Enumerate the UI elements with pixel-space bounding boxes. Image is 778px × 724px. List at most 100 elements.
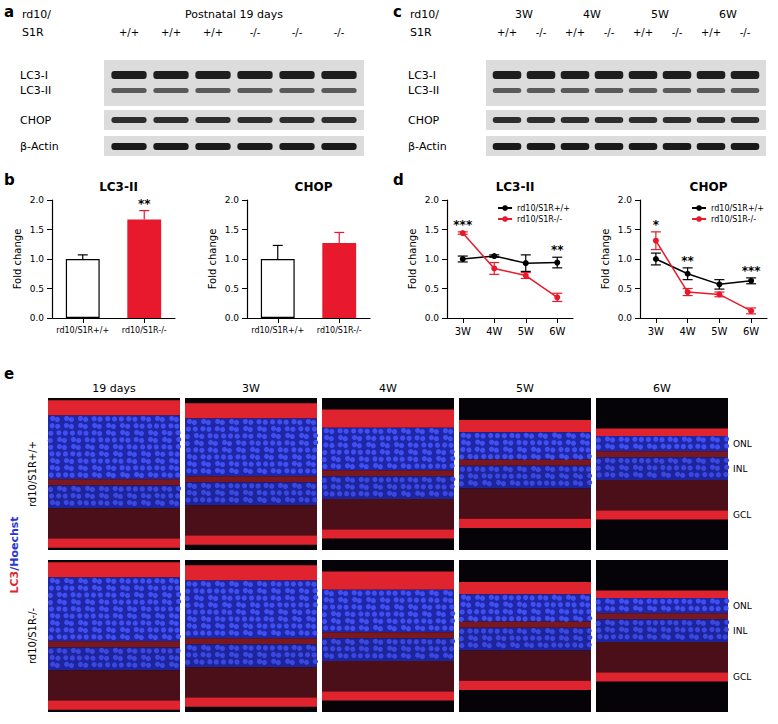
svg-text:CHOP: CHOP [295,180,333,194]
svg-text:β-Actin: β-Actin [20,140,59,153]
svg-text:1.0: 1.0 [30,254,45,264]
svg-text:rd10/: rd10/ [22,8,51,21]
svg-text:5W: 5W [516,382,534,395]
svg-text:1.5: 1.5 [425,225,439,235]
svg-text:0.5: 0.5 [225,284,239,294]
svg-text:Postnatal 19 days: Postnatal 19 days [185,8,283,21]
svg-text:*: * [653,218,660,232]
svg-text:rd10/S1R+/+: rd10/S1R+/+ [56,326,109,335]
svg-text:1.0: 1.0 [618,254,633,264]
svg-text:-/-: -/- [740,27,751,38]
svg-text:rd10/S1R-/-: rd10/S1R-/- [317,326,362,335]
svg-text:rd10/S1R+/+: rd10/S1R+/+ [251,326,304,335]
svg-text:LC3-I: LC3-I [20,69,48,82]
svg-text:2.0: 2.0 [30,195,45,205]
svg-text:-/-: -/- [292,27,303,38]
svg-text:0.5: 0.5 [30,284,44,294]
svg-text:2.0: 2.0 [225,195,240,205]
svg-text:1.0: 1.0 [425,254,440,264]
svg-text:5W: 5W [518,326,534,337]
svg-text:+/+: +/+ [497,27,517,38]
svg-text:β-Actin: β-Actin [408,140,447,153]
svg-text:+/+: +/+ [633,27,653,38]
svg-text:3W: 3W [515,8,533,21]
svg-text:6W: 6W [743,326,759,337]
svg-text:d: d [393,171,404,189]
svg-text:6W: 6W [719,8,737,21]
svg-text:Fold change: Fold change [12,229,23,290]
svg-text:1.5: 1.5 [30,225,44,235]
svg-text:ONL: ONL [733,601,752,611]
svg-text:+/+: +/+ [701,27,721,38]
svg-text:S1R: S1R [410,26,432,39]
svg-text:**: ** [681,254,694,268]
svg-text:rd10/S1R+/+: rd10/S1R+/+ [711,204,764,213]
svg-text:rd10/S1R-/-: rd10/S1R-/- [122,326,167,335]
svg-text:ONL: ONL [733,439,752,449]
svg-text:0.0: 0.0 [30,313,45,323]
svg-text:+/+: +/+ [161,27,181,38]
svg-text:**: ** [138,197,151,211]
svg-text:2.0: 2.0 [618,195,633,205]
svg-text:4W: 4W [680,326,696,337]
svg-text:2.0: 2.0 [425,195,440,205]
svg-text:Fold change: Fold change [600,229,611,290]
svg-text:rd10/S1R+/+: rd10/S1R+/+ [27,441,38,507]
svg-text:3W: 3W [648,326,664,337]
svg-text:LC3-I: LC3-I [408,69,436,82]
svg-text:+/+: +/+ [203,27,223,38]
svg-text:-/-: -/- [604,27,615,38]
svg-text:1.5: 1.5 [225,225,239,235]
svg-text:rd10/S1R-/-: rd10/S1R-/- [27,608,38,665]
svg-text:1.5: 1.5 [618,225,632,235]
svg-text:5W: 5W [651,8,669,21]
svg-text:4W: 4W [379,382,397,395]
svg-text:6W: 6W [549,326,565,337]
svg-text:***: *** [453,218,473,232]
svg-text:0.0: 0.0 [225,313,240,323]
svg-text:0.5: 0.5 [618,284,632,294]
svg-text:GCL: GCL [733,510,751,520]
svg-text:**: ** [551,243,564,257]
svg-text:Fold change: Fold change [407,229,418,290]
svg-text:rd10/S1R-/-: rd10/S1R-/- [711,215,756,224]
svg-text:/Hoechst: /Hoechst [8,516,21,570]
svg-text:rd10/: rd10/ [410,8,439,21]
svg-text:5W: 5W [711,326,727,337]
svg-text:+/+: +/+ [565,27,585,38]
svg-text:c: c [393,3,402,21]
svg-text:4W: 4W [486,326,502,337]
svg-text:1.0: 1.0 [225,254,240,264]
svg-text:LC3-II: LC3-II [20,84,51,97]
svg-text:LC3: LC3 [8,571,21,594]
svg-text:+/+: +/+ [119,27,139,38]
svg-text:INL: INL [733,626,747,636]
svg-text:3W: 3W [455,326,471,337]
svg-text:0.0: 0.0 [425,313,440,323]
svg-text:CHOP: CHOP [20,114,52,127]
svg-text:GCL: GCL [733,672,751,682]
svg-text:INL: INL [733,464,747,474]
svg-text:-/-: -/- [250,27,261,38]
svg-text:b: b [4,171,15,189]
svg-text:LC3-II: LC3-II [496,180,535,194]
svg-text:-/-: -/- [334,27,345,38]
svg-text:CHOP: CHOP [408,114,440,127]
svg-text:3W: 3W [242,382,260,395]
svg-text:LC3-II: LC3-II [408,84,439,97]
svg-text:rd10/S1R+/+: rd10/S1R+/+ [517,204,570,213]
svg-text:Fold change: Fold change [207,229,218,290]
svg-text:e: e [4,365,14,383]
svg-text:***: *** [742,264,762,278]
svg-text:-/-: -/- [672,27,683,38]
svg-text:CHOP: CHOP [690,180,728,194]
svg-text:a: a [4,3,14,21]
svg-text:6W: 6W [653,382,671,395]
svg-text:-/-: -/- [536,27,547,38]
svg-text:LC3-II: LC3-II [99,180,138,194]
svg-text:0.5: 0.5 [425,284,439,294]
svg-text:S1R: S1R [22,26,44,39]
svg-text:4W: 4W [583,8,601,21]
svg-text:rd10/S1R-/-: rd10/S1R-/- [517,215,562,224]
svg-text:19 days: 19 days [92,382,136,395]
